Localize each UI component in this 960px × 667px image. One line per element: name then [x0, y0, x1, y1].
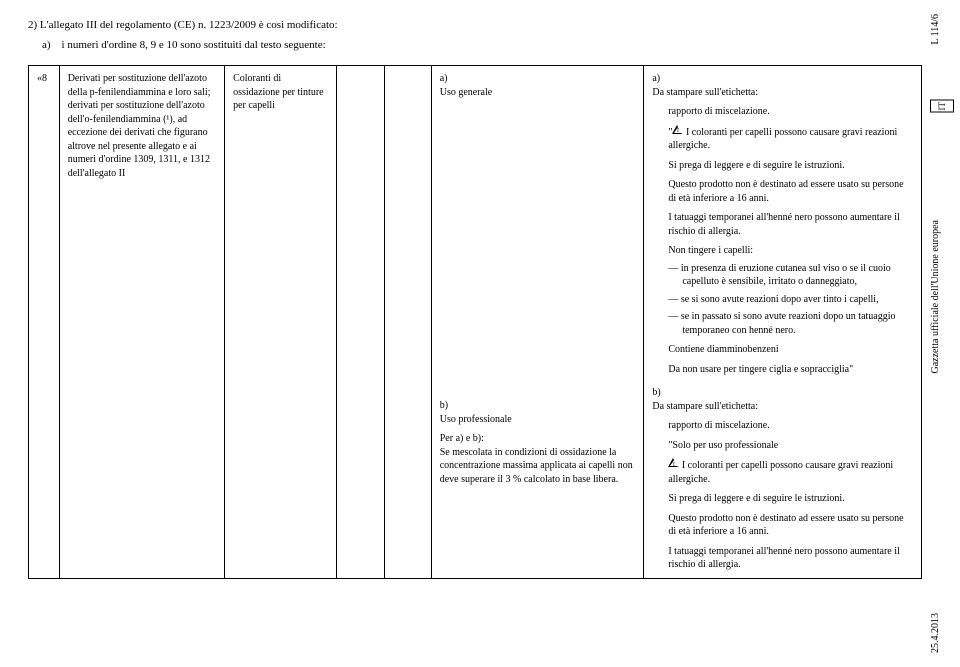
cell-use: Coloranti di ossidazione per tinture per…: [225, 66, 337, 579]
cond-a-text: Uso generale: [440, 86, 620, 100]
lab-a-contiene: Contiene diamminobenzeni: [668, 343, 913, 357]
cell-empty-d: [384, 66, 431, 579]
cond-b-text: Uso professionale: [440, 413, 620, 427]
lab-a-eta: Questo prodotto non è destinato ad esser…: [668, 178, 913, 205]
lab-a-d2: se si sono avute reazioni dopo aver tint…: [681, 294, 879, 305]
cell-conditions: a) Uso generale b) Uso professionale Per…: [431, 66, 644, 579]
lab-a-rapporto: rapporto di miscelazione.: [668, 105, 913, 119]
lab-a-head: Da stampare sull'etichetta:: [652, 86, 897, 100]
cell-ordinal: «8: [29, 66, 60, 579]
cond-b-label: b): [440, 399, 454, 413]
table-row: «8 Derivati per sostituzione dell'azoto …: [29, 66, 922, 579]
lab-b-warn: I coloranti per capelli possono causare …: [668, 460, 893, 485]
warning-icon: !: [668, 458, 679, 468]
lab-b-solo: "Solo per uso professionale: [668, 439, 913, 453]
lab-b-eta: Questo prodotto non è destinato ad esser…: [668, 512, 913, 539]
cond-per-title: Per a) e b):: [440, 432, 636, 446]
cond-a-label: a): [440, 72, 454, 86]
cond-per-body: Se mescolata in condizioni di ossidazion…: [440, 446, 636, 487]
lab-a-label: a): [652, 72, 666, 86]
lab-b-rapporto: rapporto di miscelazione.: [668, 419, 913, 433]
cell-label-text: a) Da stampare sull'etichetta: rapporto …: [644, 66, 922, 579]
lab-a-d3: se in passato si sono avute reazioni dop…: [681, 311, 896, 336]
regulation-table: «8 Derivati per sostituzione dell'azoto …: [28, 65, 922, 579]
lab-a-nonus: Da non usare per tingere ciglia e soprac…: [668, 363, 913, 377]
lab-b-leggere: Si prega di leggere e di seguire le istr…: [668, 492, 913, 506]
lab-a-leggere: Si prega di leggere e di seguire le istr…: [668, 159, 913, 173]
lab-b-head: Da stampare sull'etichetta:: [652, 400, 897, 414]
page-content: 2) L'allegato III del regolamento (CE) n…: [0, 0, 960, 597]
lab-a-d1: in presenza di eruzione cutanea sul viso…: [681, 263, 891, 288]
lab-a-nontin: Non tingere i capelli:: [668, 244, 913, 258]
intro-line: 2) L'allegato III del regolamento (CE) n…: [28, 18, 922, 33]
lab-b-tatu: I tatuaggi temporanei all'henné nero pos…: [668, 545, 913, 572]
lab-a-tatu: I tatuaggi temporanei all'henné nero pos…: [668, 211, 913, 238]
page-date: 25.4.2013: [930, 613, 941, 653]
cell-empty-c: [337, 66, 384, 579]
intro-sub: a) i numeri d'ordine 8, 9 e 10 sono sost…: [42, 39, 922, 51]
warning-icon: !: [672, 125, 683, 135]
lab-b-label: b): [652, 386, 666, 400]
cell-substance: Derivati per sostituzione dell'azoto del…: [59, 66, 224, 579]
lab-a-warn: I coloranti per capelli possono causare …: [668, 127, 897, 152]
